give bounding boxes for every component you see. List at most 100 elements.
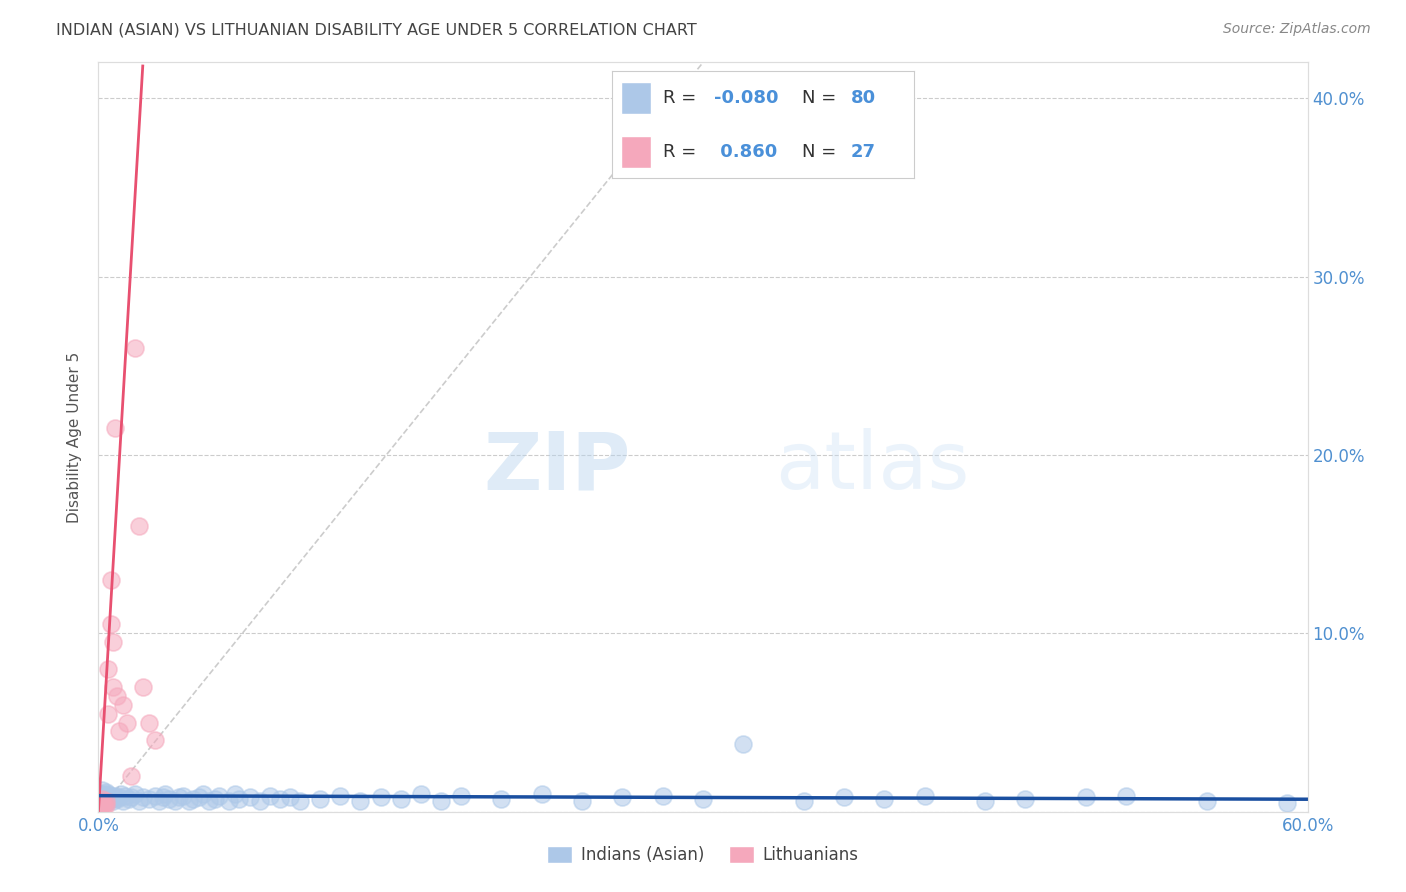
Point bbox=[124, 787, 146, 801]
Point bbox=[100, 789, 122, 803]
Point bbox=[143, 733, 166, 747]
Point bbox=[118, 792, 141, 806]
Text: R =: R = bbox=[664, 143, 696, 161]
Point bbox=[97, 787, 120, 801]
Point bbox=[692, 792, 714, 806]
Text: -0.080: -0.080 bbox=[714, 89, 779, 107]
Text: N =: N = bbox=[801, 143, 837, 161]
Point bbox=[974, 794, 997, 808]
Point bbox=[93, 787, 115, 801]
Point bbox=[132, 790, 155, 805]
Text: 80: 80 bbox=[851, 89, 876, 107]
Point bbox=[111, 698, 134, 712]
Point bbox=[97, 662, 120, 676]
Point bbox=[91, 783, 114, 797]
Text: N =: N = bbox=[801, 89, 837, 107]
Point bbox=[93, 796, 115, 810]
Point bbox=[89, 799, 111, 814]
Point bbox=[530, 787, 553, 801]
Point bbox=[389, 792, 412, 806]
Point bbox=[163, 794, 186, 808]
Point bbox=[651, 789, 673, 803]
Point bbox=[249, 794, 271, 808]
Point bbox=[101, 680, 124, 694]
Point bbox=[152, 790, 174, 805]
Text: 27: 27 bbox=[851, 143, 876, 161]
Legend: Indians (Asian), Lithuanians: Indians (Asian), Lithuanians bbox=[541, 839, 865, 871]
Point bbox=[93, 799, 115, 814]
Point bbox=[1115, 789, 1137, 803]
Point bbox=[349, 794, 371, 808]
Point bbox=[105, 689, 128, 703]
Point bbox=[115, 715, 138, 730]
Point bbox=[107, 790, 129, 805]
Bar bbox=[620, 136, 651, 168]
Point bbox=[96, 789, 118, 803]
Point bbox=[430, 794, 453, 808]
Point bbox=[1074, 790, 1097, 805]
Point bbox=[172, 789, 194, 803]
Point bbox=[89, 792, 111, 806]
Point bbox=[309, 792, 332, 806]
Point bbox=[208, 789, 231, 803]
Point bbox=[111, 794, 134, 808]
Point bbox=[181, 792, 204, 806]
Point bbox=[188, 790, 211, 805]
Point bbox=[120, 769, 142, 783]
Text: atlas: atlas bbox=[776, 428, 970, 506]
Point bbox=[93, 796, 115, 810]
Point bbox=[93, 792, 115, 806]
Point bbox=[91, 794, 114, 808]
Point bbox=[239, 790, 262, 805]
Point bbox=[132, 680, 155, 694]
Point bbox=[571, 794, 593, 808]
Point bbox=[128, 794, 150, 808]
Point bbox=[89, 794, 111, 808]
Y-axis label: Disability Age Under 5: Disability Age Under 5 bbox=[67, 351, 83, 523]
Point bbox=[128, 519, 150, 533]
Point bbox=[832, 790, 855, 805]
Point bbox=[1014, 792, 1036, 806]
Point bbox=[914, 789, 936, 803]
Point bbox=[110, 787, 132, 801]
Point bbox=[101, 790, 124, 805]
Point bbox=[91, 792, 114, 806]
Point bbox=[96, 794, 118, 808]
Point bbox=[288, 794, 311, 808]
Point bbox=[89, 797, 111, 812]
Point bbox=[409, 787, 432, 801]
Point bbox=[218, 794, 240, 808]
Point bbox=[89, 787, 111, 801]
Point bbox=[100, 792, 122, 806]
Point bbox=[148, 794, 170, 808]
Point bbox=[167, 790, 190, 805]
Point bbox=[224, 787, 246, 801]
Point bbox=[329, 789, 352, 803]
Text: INDIAN (ASIAN) VS LITHUANIAN DISABILITY AGE UNDER 5 CORRELATION CHART: INDIAN (ASIAN) VS LITHUANIAN DISABILITY … bbox=[56, 22, 697, 37]
Point bbox=[491, 792, 513, 806]
Point bbox=[198, 794, 221, 808]
Point bbox=[96, 785, 118, 799]
Point bbox=[120, 790, 142, 805]
Point bbox=[1277, 796, 1299, 810]
Point bbox=[143, 789, 166, 803]
Point bbox=[96, 797, 118, 812]
Point bbox=[97, 794, 120, 808]
Point bbox=[101, 794, 124, 808]
Point bbox=[105, 792, 128, 806]
Text: ZIP: ZIP bbox=[484, 428, 630, 506]
Point bbox=[107, 724, 129, 739]
Point bbox=[1195, 794, 1218, 808]
Point bbox=[114, 789, 136, 803]
Point bbox=[733, 737, 755, 751]
Point bbox=[93, 790, 115, 805]
Point bbox=[157, 792, 180, 806]
Point bbox=[91, 789, 114, 803]
Point bbox=[259, 789, 281, 803]
Point bbox=[100, 573, 122, 587]
Point bbox=[204, 792, 226, 806]
Point bbox=[101, 635, 124, 649]
Point bbox=[370, 790, 392, 805]
Point bbox=[124, 341, 146, 355]
Point bbox=[96, 794, 118, 808]
